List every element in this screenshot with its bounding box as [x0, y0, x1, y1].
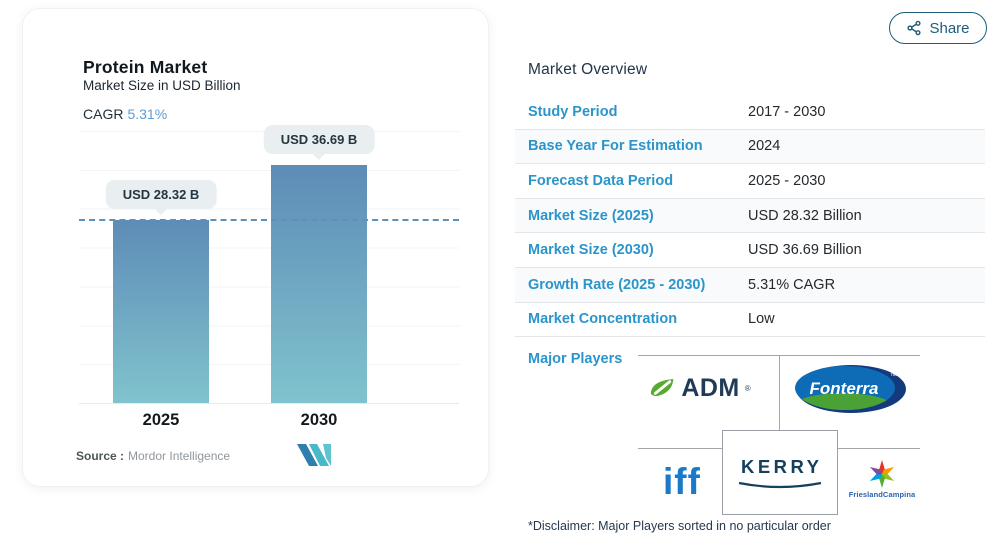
table-row: Forecast Data Period 2025 - 2030	[515, 164, 985, 199]
overview-table: Study Period 2017 - 2030 Base Year For E…	[515, 95, 985, 338]
iff-logo: iff	[648, 458, 716, 506]
row-value: USD 36.69 Billion	[748, 242, 862, 259]
row-label: Market Concentration	[528, 311, 678, 328]
major-players-label: Major Players	[528, 351, 623, 367]
market-overview-panel: Share Market Overview Study Period 2017 …	[515, 0, 991, 543]
fonterra-tm-mark: ™	[890, 373, 897, 380]
x-axis-label-2025: 2025	[142, 411, 180, 429]
row-value: USD 28.32 Billion	[748, 207, 862, 224]
row-label: Market Size (2030)	[528, 242, 654, 259]
row-value: 2025 - 2030	[748, 172, 826, 189]
table-row: Growth Rate (2025 - 2030) 5.31% CAGR	[515, 267, 985, 303]
row-value: 2024	[748, 138, 781, 155]
source-value: Mordor Intelligence	[128, 449, 231, 463]
source-label: Source :	[76, 449, 125, 463]
bar-2030-value-label: USD 36.69 B	[263, 125, 375, 155]
table-row: Market Size (2030) USD 36.69 Billion	[515, 233, 985, 268]
cagr-value: 5.31%	[127, 106, 168, 122]
row-value: 2017 - 2030	[748, 103, 826, 120]
frieslandcampina-logo: FrieslandCampina	[840, 450, 924, 506]
x-axis-label-2030: 2030	[300, 411, 338, 429]
friesland-star-icon	[866, 457, 898, 489]
bar-chart: USD 28.32 B USD 36.69 B 2025 2030	[79, 125, 459, 429]
source-row: Source : Mordor Intelligence	[76, 449, 230, 463]
adm-logo-text: ADM	[681, 373, 740, 402]
cagr-label: CAGR	[83, 106, 124, 122]
kerry-logo-text: KERRY	[740, 455, 823, 477]
bar-2025-value-label: USD 28.32 B	[105, 179, 217, 209]
reference-dashed-line	[79, 218, 459, 221]
bar-2030[interactable]: USD 36.69 B	[263, 125, 375, 403]
players-disclaimer: *Disclaimer: Major Players sorted in no …	[528, 519, 831, 533]
share-icon	[906, 20, 922, 36]
friesland-logo-text: FrieslandCampina	[848, 490, 916, 499]
fonterra-logo: Fonterra ™	[791, 363, 909, 415]
chart-title: Protein Market	[83, 56, 208, 77]
row-label: Base Year For Estimation	[528, 138, 703, 155]
row-label: Forecast Data Period	[528, 172, 674, 189]
iff-logo-text: iff	[663, 461, 701, 502]
protein-market-chart-card: Protein Market Market Size in USD Billio…	[22, 8, 489, 487]
row-value: 5.31% CAGR	[748, 276, 836, 293]
table-row: Market Concentration Low	[515, 303, 985, 338]
players-connector-vertical	[779, 355, 780, 430]
share-button[interactable]: Share	[889, 12, 987, 44]
kerry-logo: KERRY	[722, 430, 838, 515]
cagr-row: CAGR 5.31%	[83, 106, 167, 122]
adm-registered-mark: ®	[744, 383, 751, 393]
table-row: Study Period 2017 - 2030	[515, 95, 985, 130]
table-row: Base Year For Estimation 2024	[515, 129, 985, 165]
row-value: Low	[748, 311, 775, 328]
adm-logo: ADM ®	[643, 366, 757, 410]
overview-heading: Market Overview	[528, 60, 648, 78]
kerry-swoosh-icon	[736, 480, 824, 490]
row-label: Growth Rate (2025 - 2030)	[528, 276, 706, 293]
table-row: Market Size (2025) USD 28.32 Billion	[515, 198, 985, 234]
mordor-intelligence-logo	[295, 442, 333, 473]
bar-2025[interactable]: USD 28.32 B	[105, 179, 217, 403]
row-label: Market Size (2025)	[528, 207, 654, 224]
chart-subtitle: Market Size in USD Billion	[83, 78, 241, 93]
fonterra-logo-text: Fonterra	[810, 379, 879, 398]
row-label: Study Period	[528, 103, 618, 120]
adm-leaf-icon	[649, 376, 676, 400]
share-button-label: Share	[929, 19, 970, 37]
